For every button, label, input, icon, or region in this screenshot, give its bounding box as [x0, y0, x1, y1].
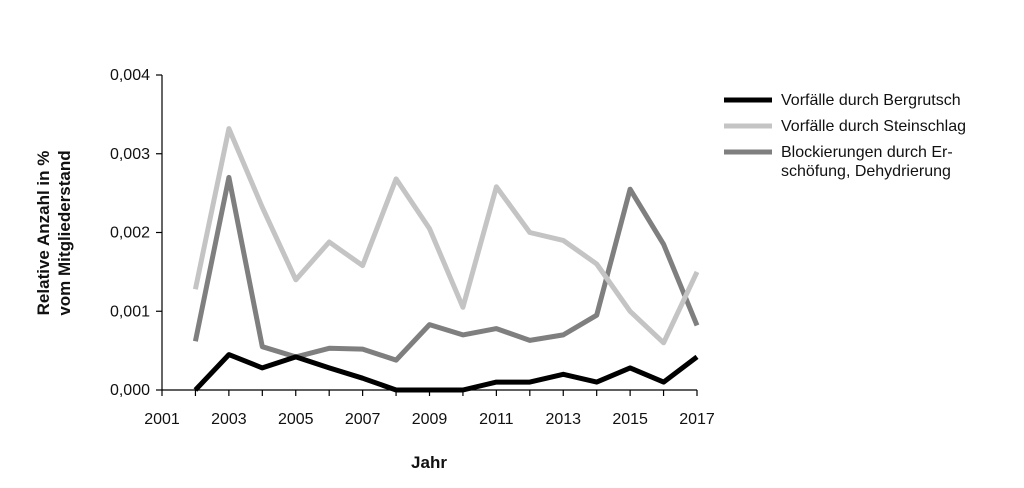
x-tick-label: 2015: [612, 411, 648, 428]
y-tick-label: 0,000: [110, 382, 150, 399]
legend: Vorfälle durch Bergrutsch Vorfälle durch …: [724, 92, 966, 180]
legend-label-3: Blockierungen durch Er-: [781, 144, 953, 161]
legend-label-2: Vorfälle durch Steinschlag: [781, 118, 966, 135]
y-axis-title: Relative Anzahl in % vom Mitgliederstand: [34, 150, 74, 315]
y-tick-label: 0,001: [110, 303, 150, 320]
legend-label-3: schöfung, Dehydrierung: [781, 163, 951, 180]
series-layer: [192, 126, 700, 393]
y-axis-title-line-1: Relative Anzahl in %: [34, 151, 53, 316]
axes: 0,000 0,001 0,002 0,003 0,004 2001 2003 2005 200…: [110, 67, 715, 428]
y-axis-title-line-2: vom Mitgliederstand: [55, 150, 74, 315]
x-tick-label: 2005: [278, 411, 314, 428]
x-tick-label: 2003: [211, 411, 247, 428]
x-tick-label: 2013: [545, 411, 581, 428]
x-tick-label: 2017: [679, 411, 715, 428]
legend-label-1: Vorfälle durch Bergrutsch: [781, 92, 961, 109]
x-tick-label: 2009: [412, 411, 448, 428]
x-tick-label: 2007: [345, 411, 381, 428]
series-line-1: [193, 352, 699, 393]
y-tick-label: 0,002: [110, 225, 150, 242]
series-line-2: [192, 126, 700, 346]
x-axis-title: Jahr: [411, 453, 447, 472]
x-tick-label: 2001: [144, 411, 180, 428]
y-tick-label: 0,004: [110, 67, 150, 84]
y-tick-label: 0,003: [110, 146, 150, 163]
series-line-3: [192, 174, 700, 363]
x-tick-label: 2011: [479, 411, 514, 428]
